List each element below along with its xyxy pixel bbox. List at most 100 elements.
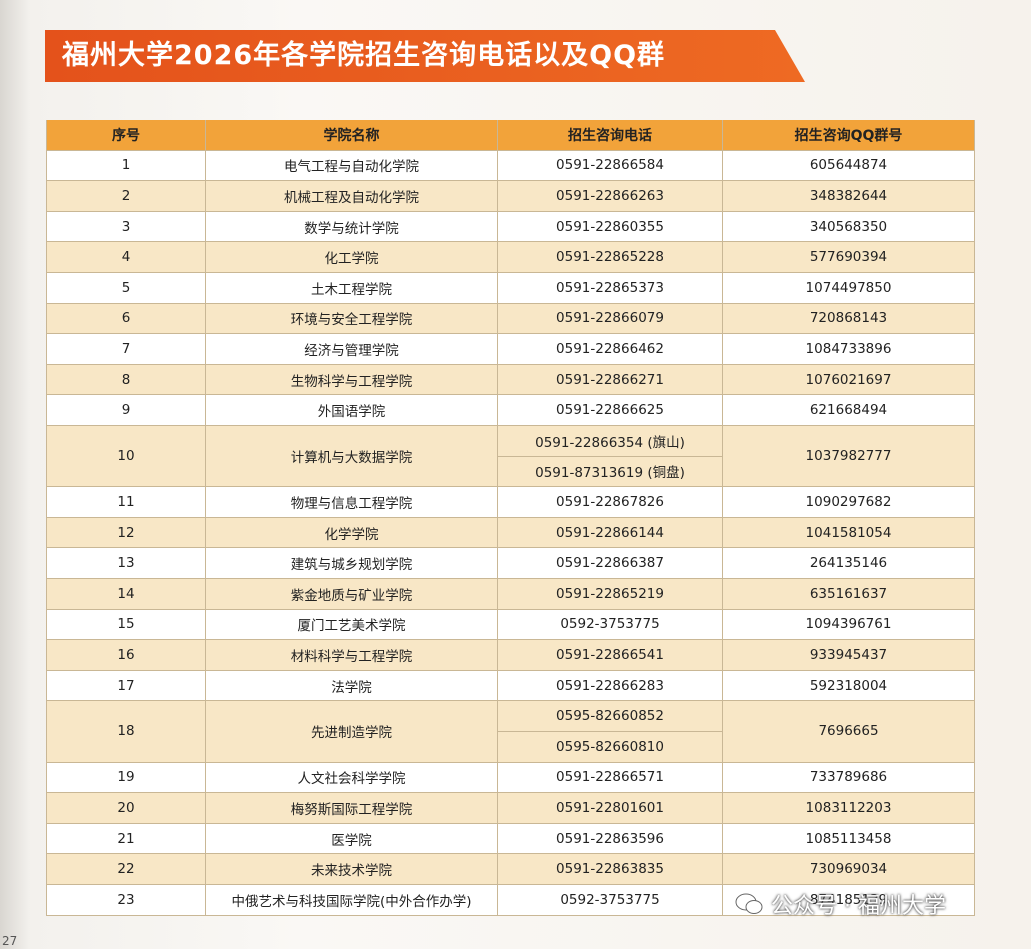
table: 序号 学院名称 招生咨询电话 招生咨询QQ群号 1 电气工程与自动化学院 0591-2286… — [46, 120, 975, 916]
qq-group: 1041581054 — [723, 517, 975, 549]
header-cell: 招生咨询QQ群号 — [723, 120, 975, 151]
college-name: 医学院 — [206, 823, 498, 855]
college-name: 人文社会科学学院 — [206, 762, 498, 794]
qq-group: 1037982777 — [723, 426, 975, 488]
college-name: 生物科学与工程学院 — [206, 364, 498, 396]
qq-group: 933945437 — [723, 640, 975, 671]
row-number: 19 — [46, 762, 206, 794]
qq-group: 621668494 — [723, 395, 975, 426]
qq-group: 7696665 — [723, 701, 975, 763]
row-number: 7 — [46, 334, 206, 365]
title-banner — [45, 30, 805, 82]
college-name: 化工学院 — [206, 242, 498, 273]
phone: 0591-22866271 — [498, 364, 723, 396]
qq-group: 1094396761 — [723, 609, 975, 641]
phone: 0595-82660852 — [498, 701, 723, 732]
wechat-icon — [735, 893, 763, 914]
phone: 0591-22863835 — [498, 854, 723, 885]
phone: 0591-22866283 — [498, 670, 723, 702]
college-name: 机械工程及自动化学院 — [206, 181, 498, 212]
college-name: 电气工程与自动化学院 — [206, 150, 498, 182]
row-number: 10 — [46, 426, 206, 488]
phone: 0591-22866144 — [498, 517, 723, 549]
college-name: 计算机与大数据学院 — [206, 426, 498, 488]
row-number: 17 — [46, 670, 206, 702]
phone: 0591-22865219 — [498, 579, 723, 610]
college-name: 法学院 — [206, 670, 498, 702]
phone: 0591-22866079 — [498, 303, 723, 335]
header-cell: 学院名称 — [206, 120, 498, 151]
row-number: 5 — [46, 273, 206, 304]
qq-group: 605644874 — [723, 150, 975, 182]
row-number: 9 — [46, 395, 206, 426]
row-number: 22 — [46, 854, 206, 885]
college-name: 经济与管理学院 — [206, 334, 498, 365]
row-number: 13 — [46, 548, 206, 579]
row-number: 8 — [46, 364, 206, 396]
row-number: 12 — [46, 517, 206, 549]
phone: 0591-22866263 — [498, 181, 723, 212]
college-name: 先进制造学院 — [206, 701, 498, 763]
qq-group: 348382644 — [723, 181, 975, 212]
phone: 0591-22866462 — [498, 334, 723, 365]
qq-group: 1083112203 — [723, 793, 975, 824]
qq-group: 1076021697 — [723, 364, 975, 396]
row-number: 16 — [46, 640, 206, 671]
college-name: 物理与信息工程学院 — [206, 487, 498, 518]
phone: 0591-22867826 — [498, 487, 723, 518]
phone: 0591-22866625 — [498, 395, 723, 426]
college-name: 梅努斯国际工程学院 — [206, 793, 498, 824]
college-name: 数学与统计学院 — [206, 211, 498, 243]
watermark-text: 公众号 · 福州大学 — [771, 894, 946, 919]
qq-group: 1085113458 — [723, 823, 975, 855]
college-name: 中俄艺术与科技国际学院(中外合作办学) — [206, 885, 498, 916]
phone: 0591-22863596 — [498, 823, 723, 855]
phone: 0591-22866584 — [498, 150, 723, 182]
phone: 0592-3753775 — [498, 885, 723, 916]
header-cell: 序号 — [46, 120, 206, 151]
qq-group: 730969034 — [723, 854, 975, 885]
phone: 0591-22866571 — [498, 762, 723, 794]
college-name: 未来技术学院 — [206, 854, 498, 885]
college-name: 厦门工艺美术学院 — [206, 609, 498, 641]
college-name: 土木工程学院 — [206, 273, 498, 304]
college-name: 建筑与城乡规划学院 — [206, 548, 498, 579]
qq-group: 874185139 — [723, 885, 975, 916]
row-number: 14 — [46, 579, 206, 610]
row-number: 21 — [46, 823, 206, 855]
phone: 0591-87313619 (铜盘) — [498, 456, 723, 488]
qq-group: 733789686 — [723, 762, 975, 794]
qq-group: 340568350 — [723, 211, 975, 243]
phone: 0595-82660810 — [498, 732, 723, 763]
qq-group: 720868143 — [723, 303, 975, 335]
qq-group: 592318004 — [723, 670, 975, 702]
row-number: 2 — [46, 181, 206, 212]
phone: 0591-22865228 — [498, 242, 723, 273]
qq-group: 1074497850 — [723, 273, 975, 304]
college-name: 材料科学与工程学院 — [206, 640, 498, 671]
qq-group: 1084733896 — [723, 334, 975, 365]
college-name: 外国语学院 — [206, 395, 498, 426]
phone: 0591-22801601 — [498, 793, 723, 824]
row-number: 3 — [46, 211, 206, 243]
qq-group: 1090297682 — [723, 487, 975, 518]
college-name: 环境与安全工程学院 — [206, 303, 498, 335]
row-number: 1 — [46, 150, 206, 182]
phone: 0591-22865373 — [498, 273, 723, 304]
phone: 0591-22866354 (旗山) — [498, 426, 723, 457]
header-cell: 招生咨询电话 — [498, 120, 723, 151]
row-number: 4 — [46, 242, 206, 273]
row-number: 6 — [46, 303, 206, 335]
phone: 0592-3753775 — [498, 609, 723, 641]
row-number: 23 — [46, 885, 206, 916]
row-number: 11 — [46, 487, 206, 518]
page-number: 27 — [2, 934, 18, 948]
qq-group: 635161637 — [723, 579, 975, 610]
row-number: 20 — [46, 793, 206, 824]
qq-group: 577690394 — [723, 242, 975, 273]
banner-shape — [45, 30, 805, 82]
college-name: 紫金地质与矿业学院 — [206, 579, 498, 610]
qq-group: 264135146 — [723, 548, 975, 579]
row-number: 15 — [46, 609, 206, 641]
